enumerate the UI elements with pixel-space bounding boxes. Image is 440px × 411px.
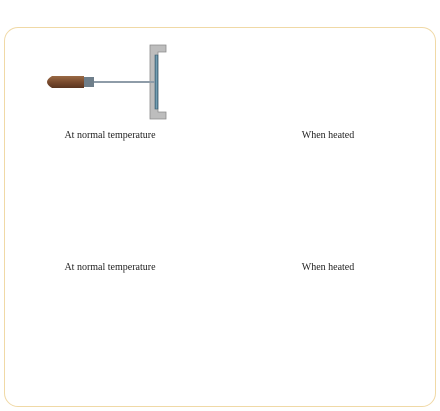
caption-bar-heated: When heated xyxy=(301,130,355,141)
caption-ball-normal: At normal temperature xyxy=(64,262,156,273)
bar-gauge-normal xyxy=(47,44,167,120)
caption-ball-heated: When heated xyxy=(301,262,355,273)
figure-frame xyxy=(4,27,436,407)
caption-bar-normal: At normal temperature xyxy=(64,130,156,141)
